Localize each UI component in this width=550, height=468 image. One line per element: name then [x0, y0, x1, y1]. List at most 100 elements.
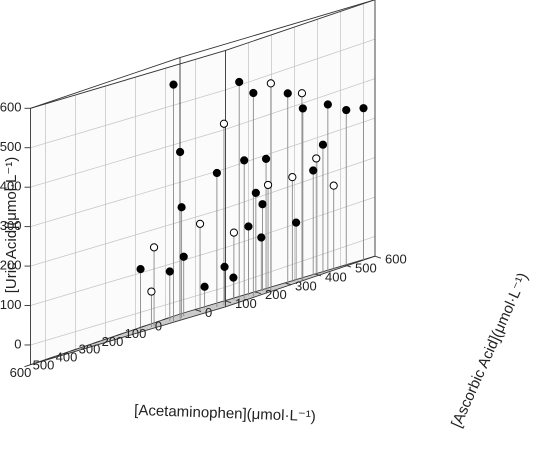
open-marker [297, 89, 307, 98]
filled-marker [244, 222, 253, 231]
box-edge [179, 255, 376, 315]
gridline [195, 264, 346, 317]
y-tick-label: 200 [265, 287, 287, 302]
gridline [30, 286, 226, 346]
plot-box [30, 0, 376, 366]
filled-marker [283, 89, 292, 98]
filled-marker [136, 264, 145, 274]
box-edge [30, 49, 226, 109]
x-tick [162, 317, 169, 321]
x-tick [116, 333, 123, 336]
filled-marker [359, 104, 368, 113]
filled-marker [229, 273, 238, 282]
x-tick [93, 340, 100, 344]
filled-marker [179, 252, 188, 261]
y-tick [344, 264, 352, 268]
filled-marker [212, 168, 221, 178]
filled-marker [257, 233, 266, 242]
x-tick-label: 500 [33, 357, 55, 372]
y-tick-label: 300 [295, 278, 317, 293]
filled-marker [292, 218, 301, 227]
filled-marker [176, 147, 185, 157]
y-tick-label: 500 [355, 260, 377, 275]
x-tick [70, 348, 77, 352]
open-marker [149, 243, 159, 252]
filled-marker [342, 105, 351, 115]
box-edge [179, 0, 376, 59]
back-wall-y [225, 0, 375, 307]
filled-marker [235, 77, 244, 87]
data-points [136, 77, 368, 296]
gridline [225, 196, 376, 249]
filled-marker [251, 188, 260, 198]
y-tick-label: 600 [385, 252, 407, 267]
filled-marker [258, 200, 267, 209]
filled-marker [318, 140, 328, 149]
y-tick [314, 273, 322, 277]
x-tick-label: 600 [10, 365, 32, 380]
z-axis-title: [Uric Acid](μmol·L⁻¹) [3, 157, 20, 294]
x-tick [24, 364, 31, 368]
gridline [225, 78, 376, 130]
open-marker [329, 181, 338, 190]
back-wall-x [30, 50, 226, 365]
stems [140, 81, 364, 331]
filled-marker [165, 267, 174, 276]
gridline [30, 207, 226, 267]
x-tick-label: 400 [56, 350, 78, 365]
filled-marker [249, 88, 258, 98]
gridline [30, 89, 226, 149]
gridline [225, 117, 376, 170]
gridline [225, 38, 376, 91]
y-tick [254, 291, 262, 295]
x-tick-label: 0 [155, 318, 162, 333]
filled-marker [220, 262, 229, 271]
y-tick-label: 0 [205, 305, 212, 320]
x-tick [139, 325, 146, 329]
open-marker [219, 119, 229, 128]
x-tick-label: 100 [125, 326, 147, 341]
y-tick [194, 309, 202, 312]
box-edge [30, 306, 226, 366]
y-tick [374, 255, 382, 259]
gridline [30, 128, 226, 188]
filled-marker [169, 80, 178, 89]
z-tick-label: 300 [0, 218, 22, 233]
y-tick-label: 400 [325, 269, 347, 284]
box-edge [225, 255, 376, 308]
box-edge [30, 313, 181, 366]
box-edge [30, 57, 181, 109]
z-tick-label: 0 [14, 336, 21, 351]
filled-marker [298, 104, 307, 113]
open-marker [288, 173, 297, 182]
filled-marker [200, 282, 209, 291]
gridline [225, 236, 376, 288]
y-tick-label: 100 [235, 296, 257, 311]
filled-marker [240, 156, 249, 165]
z-tick-label: 600 [0, 100, 22, 115]
z-tick-label: 500 [0, 139, 22, 154]
gridline [30, 168, 226, 228]
x-tick-label: 300 [79, 342, 101, 357]
y-tick [224, 300, 232, 304]
filled-marker [177, 203, 186, 212]
filled-marker [323, 100, 332, 109]
open-marker [195, 219, 205, 228]
open-marker [263, 180, 273, 190]
filled-marker [309, 166, 318, 175]
grid-lines [30, 3, 376, 361]
y-tick [284, 282, 292, 286]
z-tick-label: 400 [0, 179, 22, 194]
filled-marker [261, 154, 271, 164]
open-marker [312, 154, 321, 163]
gridline [225, 157, 376, 209]
open-marker [229, 228, 238, 237]
tick-labels: 0100200300400500600010020030040050060001… [0, 100, 407, 380]
open-marker [147, 287, 156, 296]
gridline [30, 247, 226, 306]
x-axis-title: [Acetaminophen](μmol·L⁻¹) [134, 402, 316, 425]
box-edge [225, 0, 376, 51]
x-tick [47, 356, 54, 360]
y-axis-title: [Ascorbic Acid](μmol·L⁻¹) [448, 270, 532, 430]
